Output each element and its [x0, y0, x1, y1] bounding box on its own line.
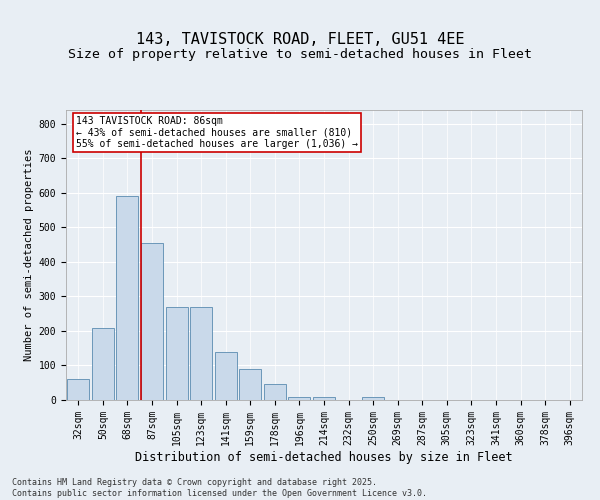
Bar	[362, 396, 384, 400]
Bar	[264, 384, 286, 400]
X-axis label: Distribution of semi-detached houses by size in Fleet: Distribution of semi-detached houses by …	[135, 450, 513, 464]
Text: 143 TAVISTOCK ROAD: 86sqm
← 43% of semi-detached houses are smaller (810)
55% of: 143 TAVISTOCK ROAD: 86sqm ← 43% of semi-…	[76, 116, 358, 149]
Bar	[166, 307, 188, 400]
Bar	[190, 307, 212, 400]
Bar	[67, 380, 89, 400]
Text: Contains HM Land Registry data © Crown copyright and database right 2025.
Contai: Contains HM Land Registry data © Crown c…	[12, 478, 427, 498]
Bar	[141, 243, 163, 400]
Bar	[116, 196, 139, 400]
Bar	[313, 396, 335, 400]
Bar	[215, 352, 237, 400]
Text: Size of property relative to semi-detached houses in Fleet: Size of property relative to semi-detach…	[68, 48, 532, 61]
Bar	[239, 369, 262, 400]
Bar	[289, 396, 310, 400]
Text: 143, TAVISTOCK ROAD, FLEET, GU51 4EE: 143, TAVISTOCK ROAD, FLEET, GU51 4EE	[136, 32, 464, 48]
Bar	[92, 328, 114, 400]
Y-axis label: Number of semi-detached properties: Number of semi-detached properties	[25, 149, 34, 361]
